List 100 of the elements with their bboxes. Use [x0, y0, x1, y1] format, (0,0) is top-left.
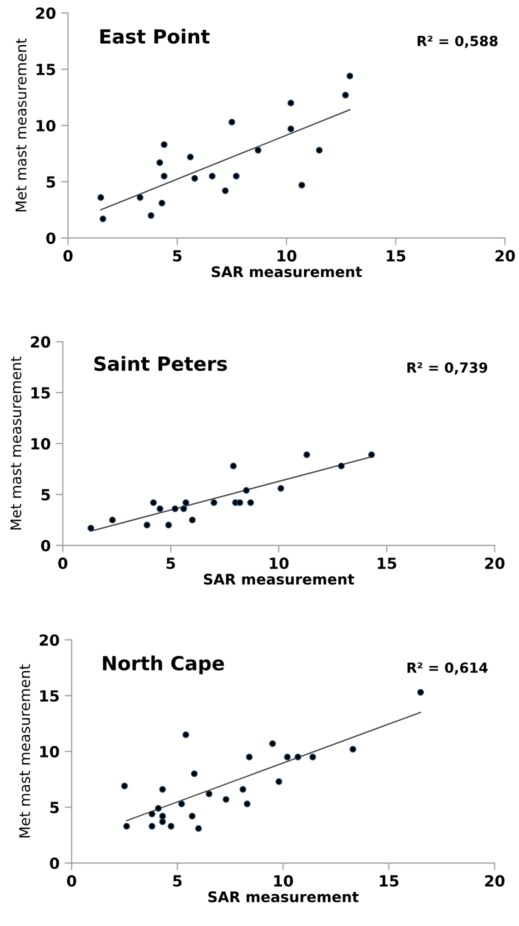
point	[109, 516, 116, 524]
y-tick-label: 10	[40, 746, 60, 758]
point	[178, 800, 185, 808]
point	[186, 154, 194, 160]
point	[247, 499, 254, 506]
point	[346, 72, 354, 80]
y-tick-label: 10	[31, 438, 50, 450]
y-tick-label: 10	[36, 120, 56, 132]
point	[88, 524, 94, 532]
point	[287, 125, 294, 132]
y-tick-label: 0	[46, 232, 56, 244]
point	[188, 812, 196, 820]
point	[222, 187, 229, 194]
point	[156, 505, 164, 512]
point	[182, 499, 190, 506]
point	[417, 688, 424, 696]
y-tick-label: 0	[41, 540, 50, 552]
y-tick-label: 5	[46, 176, 56, 188]
point	[168, 822, 174, 830]
point	[206, 790, 212, 798]
point	[208, 172, 216, 180]
text: North Cape	[103, 655, 224, 674]
y-tick-label: 15	[40, 690, 59, 702]
point	[232, 172, 240, 180]
point	[246, 754, 253, 760]
point	[269, 740, 276, 748]
point	[160, 172, 168, 180]
point	[182, 731, 190, 738]
y-tick-label: 20	[30, 336, 50, 348]
point	[144, 522, 150, 528]
point	[342, 92, 349, 98]
x-tick-label: 10	[278, 250, 296, 262]
point	[303, 451, 310, 458]
point	[287, 100, 294, 106]
point	[188, 516, 196, 524]
x-tick-label: 10	[274, 875, 294, 887]
point	[276, 778, 282, 785]
point	[284, 754, 291, 760]
x-tick-label: 20	[496, 250, 515, 262]
point	[148, 810, 156, 818]
point	[136, 194, 144, 201]
annotation: R² = 0,614	[408, 662, 488, 675]
point	[230, 462, 237, 470]
point	[309, 754, 316, 760]
point	[277, 485, 284, 492]
x-tick-label: 20	[485, 875, 505, 887]
point	[222, 796, 230, 803]
point	[368, 451, 375, 458]
annotation: R² = 0,739	[407, 362, 488, 375]
y-axis-title: Met mast measurement	[10, 356, 22, 530]
y-tick-label: 15	[36, 64, 56, 76]
point	[338, 462, 345, 470]
y-tick-label: 20	[36, 7, 56, 19]
point	[150, 499, 157, 506]
text: East Point	[100, 28, 210, 44]
y-axis-title: Met mast measurement	[19, 664, 30, 838]
point	[97, 194, 104, 201]
point	[298, 182, 306, 188]
y-tick-label: 5	[42, 489, 50, 501]
point	[154, 804, 162, 812]
point	[228, 118, 236, 126]
point	[244, 800, 251, 808]
y-tick-label: 0	[50, 857, 60, 870]
point	[160, 141, 168, 148]
point	[159, 812, 166, 820]
point	[240, 786, 246, 793]
point	[121, 782, 128, 790]
y-axis-title: Met mast measurement	[16, 38, 27, 212]
point	[254, 146, 262, 154]
point	[195, 825, 202, 832]
x-tick-label: 0	[67, 875, 76, 887]
x-tick-label: 15	[386, 250, 406, 262]
point	[148, 822, 156, 830]
point	[158, 200, 166, 206]
point	[191, 174, 198, 182]
point	[159, 818, 166, 826]
point	[148, 212, 154, 219]
point	[190, 770, 198, 778]
x-tick-label: 0	[58, 557, 68, 570]
point	[210, 499, 218, 506]
point	[159, 786, 166, 793]
y-tick-label: 5	[50, 802, 59, 814]
point	[123, 822, 130, 830]
point	[165, 522, 172, 528]
point	[156, 159, 164, 166]
x-tick-label: 5	[166, 558, 175, 570]
point	[172, 505, 178, 512]
point	[294, 754, 302, 760]
x-tick-label: 15	[378, 558, 396, 570]
x-tick-label: 0	[63, 250, 73, 262]
annotation: R² = 0,588	[418, 36, 498, 48]
y-tick-label: 20	[40, 634, 60, 646]
x-axis-title: SAR measurement	[204, 574, 354, 585]
x-axis-title: SAR measurement	[208, 891, 359, 902]
point	[100, 215, 106, 222]
y-tick-label: 15	[31, 387, 50, 399]
x-tick-label: 20	[485, 557, 505, 570]
point	[242, 487, 250, 494]
x-tick-label: 10	[270, 557, 289, 570]
x-tick-label: 15	[380, 875, 398, 887]
